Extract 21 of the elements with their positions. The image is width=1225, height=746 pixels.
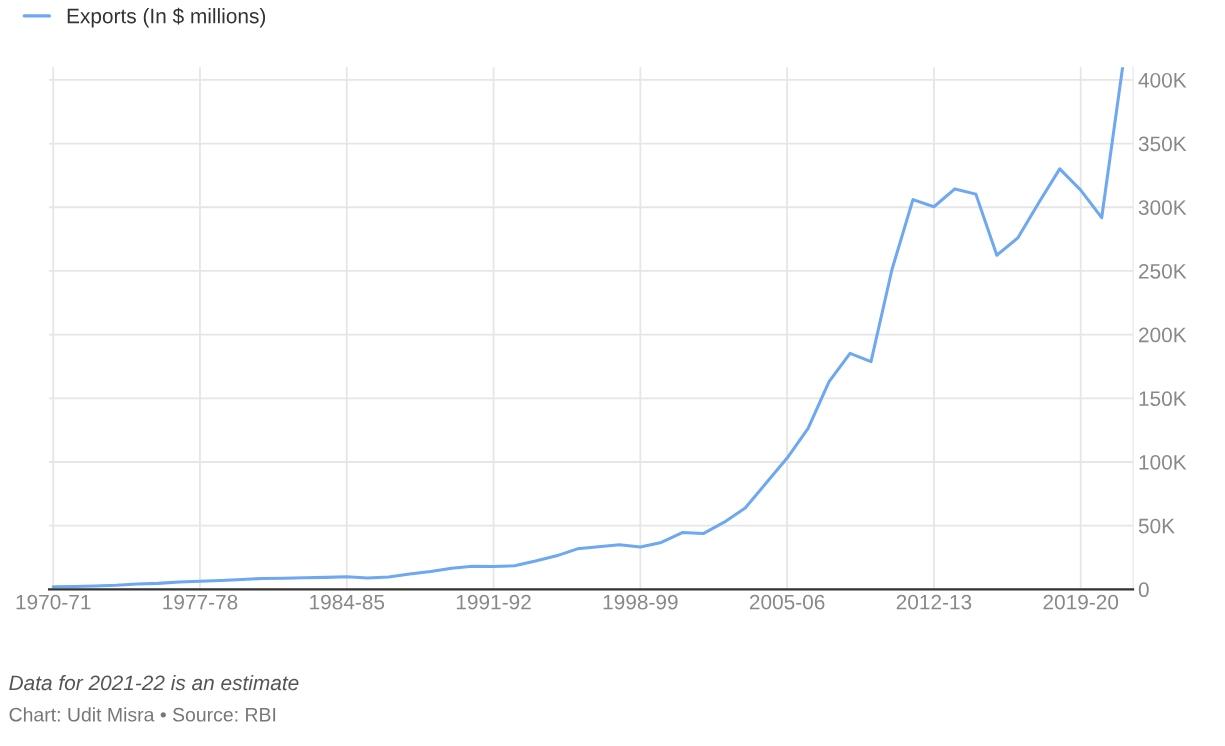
y-tick-label: 300K: [1138, 200, 1187, 215]
line-series: [51, 67, 1125, 589]
legend-label: Exports (In $ millions): [67, 7, 266, 28]
y-tick-label: 150K: [1139, 391, 1187, 407]
x-tick-label: 1998-99: [603, 594, 678, 610]
x-tick-label: 1984-85: [310, 594, 385, 610]
y-tick-label: 50K: [1138, 518, 1175, 534]
x-tick-label: 2019-20: [1043, 594, 1119, 610]
y-tick-label: 250K: [1139, 263, 1187, 279]
x-tick-label: 1977-78: [163, 594, 238, 610]
y-tick-label: 200K: [1139, 327, 1187, 343]
x-tick-label: 1970-71: [16, 594, 91, 610]
x-tick-label: 2012-13: [896, 594, 972, 610]
text: Data for 2021-22 is an estimate: [9, 674, 299, 691]
text: Chart: Udit Misra • Source: RBI: [9, 707, 276, 722]
x-tick-label: 1991-92: [456, 594, 531, 610]
x-tick-label: 2005-06: [749, 594, 825, 610]
y-tick-label: 400K: [1138, 72, 1187, 88]
y-tick-label: 350K: [1138, 136, 1187, 152]
y-tick-label: 0: [1138, 582, 1149, 598]
y-tick-label: 100K: [1139, 454, 1187, 470]
